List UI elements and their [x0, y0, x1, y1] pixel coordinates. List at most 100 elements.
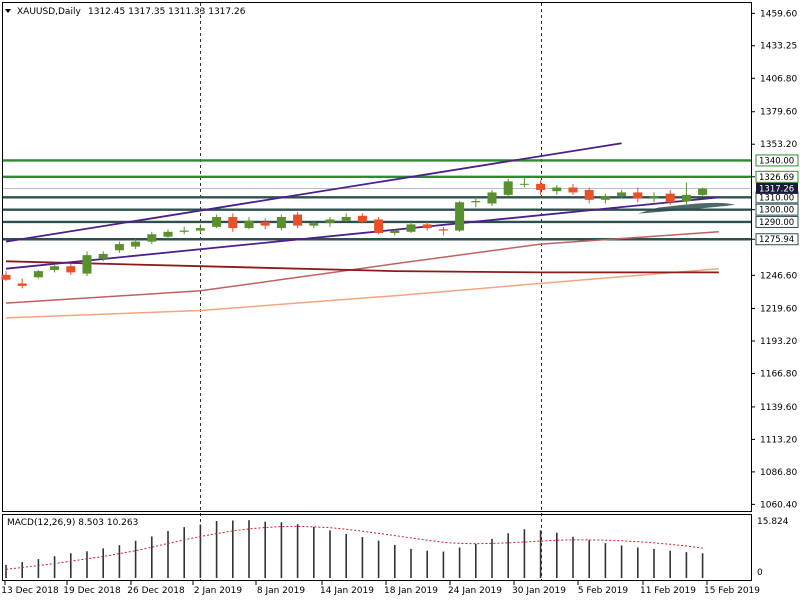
candle[interactable]	[487, 189, 497, 206]
candle-body	[309, 223, 319, 226]
candle-body	[33, 271, 43, 278]
candle-body	[503, 181, 513, 195]
candles	[1, 177, 708, 289]
candle[interactable]	[131, 239, 141, 250]
macd-tick-zero: 0	[757, 568, 763, 578]
candle-body	[487, 192, 497, 204]
time-tick-label: 13 Dec 2018	[1, 586, 59, 596]
time-tick-label: 2 Jan 2019	[194, 586, 242, 596]
candle-body	[584, 189, 594, 200]
candle[interactable]	[33, 269, 43, 279]
candle[interactable]	[357, 213, 367, 224]
candle[interactable]	[455, 201, 465, 232]
ma-slow-line[interactable]	[5, 260, 719, 274]
candle-body	[17, 283, 27, 286]
candle[interactable]	[66, 263, 76, 275]
vertical-markers	[200, 3, 542, 580]
candle[interactable]	[665, 189, 675, 205]
candle[interactable]	[276, 214, 286, 231]
candle[interactable]	[649, 192, 659, 203]
price-tick-label: 1219.60	[760, 305, 797, 315]
candle[interactable]	[503, 178, 513, 197]
price-tick-label: 1060.40	[760, 500, 797, 510]
candle-body	[455, 202, 465, 231]
candle-body	[228, 217, 238, 229]
price-tick-label: 1113.20	[760, 435, 797, 445]
candle[interactable]	[212, 214, 222, 229]
candle[interactable]	[260, 218, 270, 230]
candle-body	[147, 234, 157, 242]
candle[interactable]	[617, 189, 627, 199]
ma-fast-line[interactable]	[5, 231, 719, 304]
candle[interactable]	[633, 187, 643, 203]
level-tag-label: 1340.00	[759, 156, 794, 166]
candle-body	[1, 274, 11, 280]
candle[interactable]	[244, 217, 254, 230]
price-tick-label: 1353.20	[760, 140, 797, 150]
current-price-label: 1317.26	[759, 184, 794, 194]
trendline[interactable]	[5, 142, 622, 243]
candle[interactable]	[195, 224, 205, 234]
candle-body	[665, 193, 675, 203]
candle[interactable]	[552, 185, 562, 195]
candle[interactable]	[309, 220, 319, 229]
candle-body	[195, 228, 205, 231]
candle[interactable]	[600, 193, 610, 204]
ma-long-line[interactable]	[5, 267, 719, 319]
candle[interactable]	[584, 187, 594, 204]
candle-body	[390, 230, 400, 234]
triangle-down-icon[interactable]	[5, 9, 11, 13]
candle[interactable]	[293, 212, 303, 229]
candle[interactable]	[390, 229, 400, 236]
price-tick-label: 1193.20	[760, 337, 797, 347]
candle[interactable]	[374, 217, 384, 235]
candle[interactable]	[50, 264, 60, 273]
candle-body	[422, 224, 432, 229]
candle[interactable]	[82, 251, 92, 277]
price-tags: 1340.00 1326.69 1310.00 1300.00 1290.00 1275.…	[755, 154, 799, 246]
level-tag-label: 1326.69	[759, 173, 794, 183]
time-axis: 13 Dec 2018 19 Dec 2018 26 Dec 2018 2 Jan 2…	[1, 581, 760, 596]
price-tick-label: 1166.80	[760, 369, 797, 379]
candle[interactable]	[422, 221, 432, 231]
candle[interactable]	[98, 251, 108, 262]
candle[interactable]	[341, 213, 351, 222]
candle[interactable]	[228, 213, 238, 232]
level-tag-label: 1275.94	[759, 235, 794, 245]
candle-body	[276, 217, 286, 229]
level-tag-box	[755, 203, 799, 216]
candle[interactable]	[325, 217, 335, 227]
candle[interactable]	[163, 229, 173, 240]
candle[interactable]	[114, 241, 124, 253]
candle[interactable]	[568, 183, 578, 195]
candle[interactable]	[471, 197, 481, 208]
trendline[interactable]	[5, 196, 719, 270]
candle-body	[600, 196, 610, 200]
candle[interactable]	[179, 226, 189, 235]
price-tick-label: 1379.60	[760, 108, 797, 118]
candle[interactable]	[1, 271, 11, 281]
candle-body	[617, 192, 627, 197]
candle-body	[471, 201, 481, 203]
candle[interactable]	[536, 180, 546, 195]
level-tag-label: 1290.00	[759, 218, 794, 228]
candle-body	[552, 187, 562, 192]
candle[interactable]	[698, 187, 708, 197]
level-tag-box	[755, 154, 799, 167]
time-tick-label: 24 Jan 2019	[448, 586, 502, 596]
time-tick-label: 11 Feb 2019	[640, 586, 696, 596]
candle[interactable]	[438, 226, 448, 236]
candle-body	[681, 194, 691, 202]
candle-body	[438, 229, 448, 231]
ohlc-values: 1312.45 1317.35 1311.33 1317.26	[88, 7, 246, 17]
candle[interactable]	[519, 177, 529, 188]
candle-body	[325, 219, 335, 224]
candle[interactable]	[406, 221, 416, 234]
candle[interactable]	[681, 182, 691, 206]
candle[interactable]	[17, 278, 27, 289]
candle-body	[244, 220, 254, 229]
candle[interactable]	[147, 231, 157, 245]
symbol-label: XAUUSD,Daily	[17, 7, 81, 17]
level-tag: 1340.00	[755, 154, 799, 167]
